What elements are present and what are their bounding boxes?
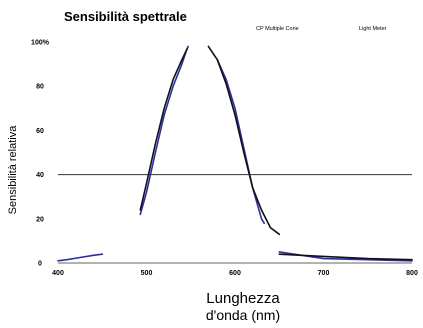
- series-cp-multiple-cone-segment-2: [216, 58, 266, 224]
- legend-label-cp-multiple-cone: CP Multiple Cone: [256, 26, 299, 32]
- series-cp-multiple-cone-segment-0: [57, 253, 104, 262]
- series-light-meter-segment-1: [207, 45, 281, 236]
- legend: CP Multiple Cone Light Meter: [256, 26, 387, 32]
- y-tick-label-20: 20: [36, 216, 44, 223]
- legend-label-light-meter: Light Meter: [359, 26, 387, 32]
- x-tick-label-700: 700: [318, 270, 330, 277]
- series-light-meter-segment-2: [278, 253, 413, 261]
- y-tick-label-100: 100%: [31, 40, 50, 47]
- series-cp-multiple-cone-segment-1: [139, 45, 189, 216]
- series-lines: [57, 45, 413, 262]
- x-tick-label-500: 500: [141, 270, 153, 277]
- x-ticks: 400 500 600 700 800: [52, 270, 418, 277]
- x-tick-label-400: 400: [52, 270, 64, 277]
- chart-title: Sensibilità spettrale: [64, 9, 187, 24]
- x-tick-label-600: 600: [229, 270, 241, 277]
- y-tick-label-60: 60: [36, 128, 44, 135]
- y-tick-label-40: 40: [36, 172, 44, 179]
- x-tick-label-800: 800: [406, 270, 418, 277]
- y-axis-label: Sensibilità relativa: [7, 125, 19, 215]
- y-tick-label-80: 80: [36, 84, 44, 91]
- y-ticks: 0 20 40 60 80 100%: [31, 40, 50, 268]
- x-axis-label-line2: d'onda (nm): [206, 307, 280, 323]
- x-axis-label-line1: Lunghezza: [206, 290, 280, 307]
- reference-lines: [58, 174, 412, 264]
- series-light-meter-segment-0: [139, 47, 188, 211]
- y-tick-label-0: 0: [38, 261, 42, 268]
